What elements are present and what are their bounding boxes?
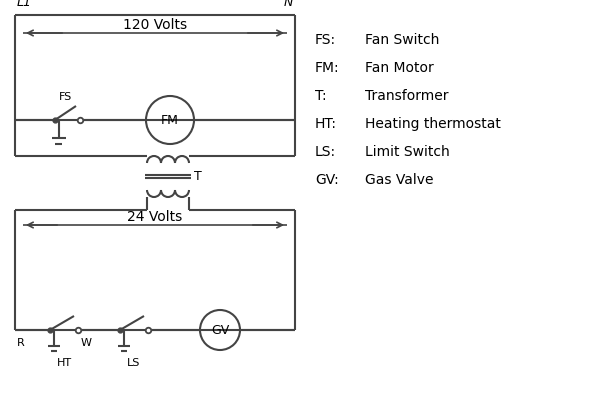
Text: FS:: FS: bbox=[315, 33, 336, 47]
Text: 24 Volts: 24 Volts bbox=[127, 210, 183, 224]
Text: 120 Volts: 120 Volts bbox=[123, 18, 187, 32]
Text: FM: FM bbox=[161, 114, 179, 126]
Text: T: T bbox=[194, 170, 202, 183]
Text: Limit Switch: Limit Switch bbox=[365, 145, 450, 159]
Text: Heating thermostat: Heating thermostat bbox=[365, 117, 501, 131]
Text: L1: L1 bbox=[17, 0, 32, 9]
Text: R: R bbox=[17, 338, 25, 348]
Text: FS: FS bbox=[59, 92, 72, 102]
Text: W: W bbox=[81, 338, 92, 348]
Text: HT:: HT: bbox=[315, 117, 337, 131]
Text: Fan Switch: Fan Switch bbox=[365, 33, 440, 47]
Text: Fan Motor: Fan Motor bbox=[365, 61, 434, 75]
Text: HT: HT bbox=[57, 358, 71, 368]
Text: GV: GV bbox=[211, 324, 229, 336]
Text: Gas Valve: Gas Valve bbox=[365, 173, 434, 187]
Text: T:: T: bbox=[315, 89, 327, 103]
Text: Transformer: Transformer bbox=[365, 89, 448, 103]
Text: GV:: GV: bbox=[315, 173, 339, 187]
Text: N: N bbox=[284, 0, 293, 9]
Text: LS: LS bbox=[127, 358, 140, 368]
Text: FM:: FM: bbox=[315, 61, 340, 75]
Text: LS:: LS: bbox=[315, 145, 336, 159]
